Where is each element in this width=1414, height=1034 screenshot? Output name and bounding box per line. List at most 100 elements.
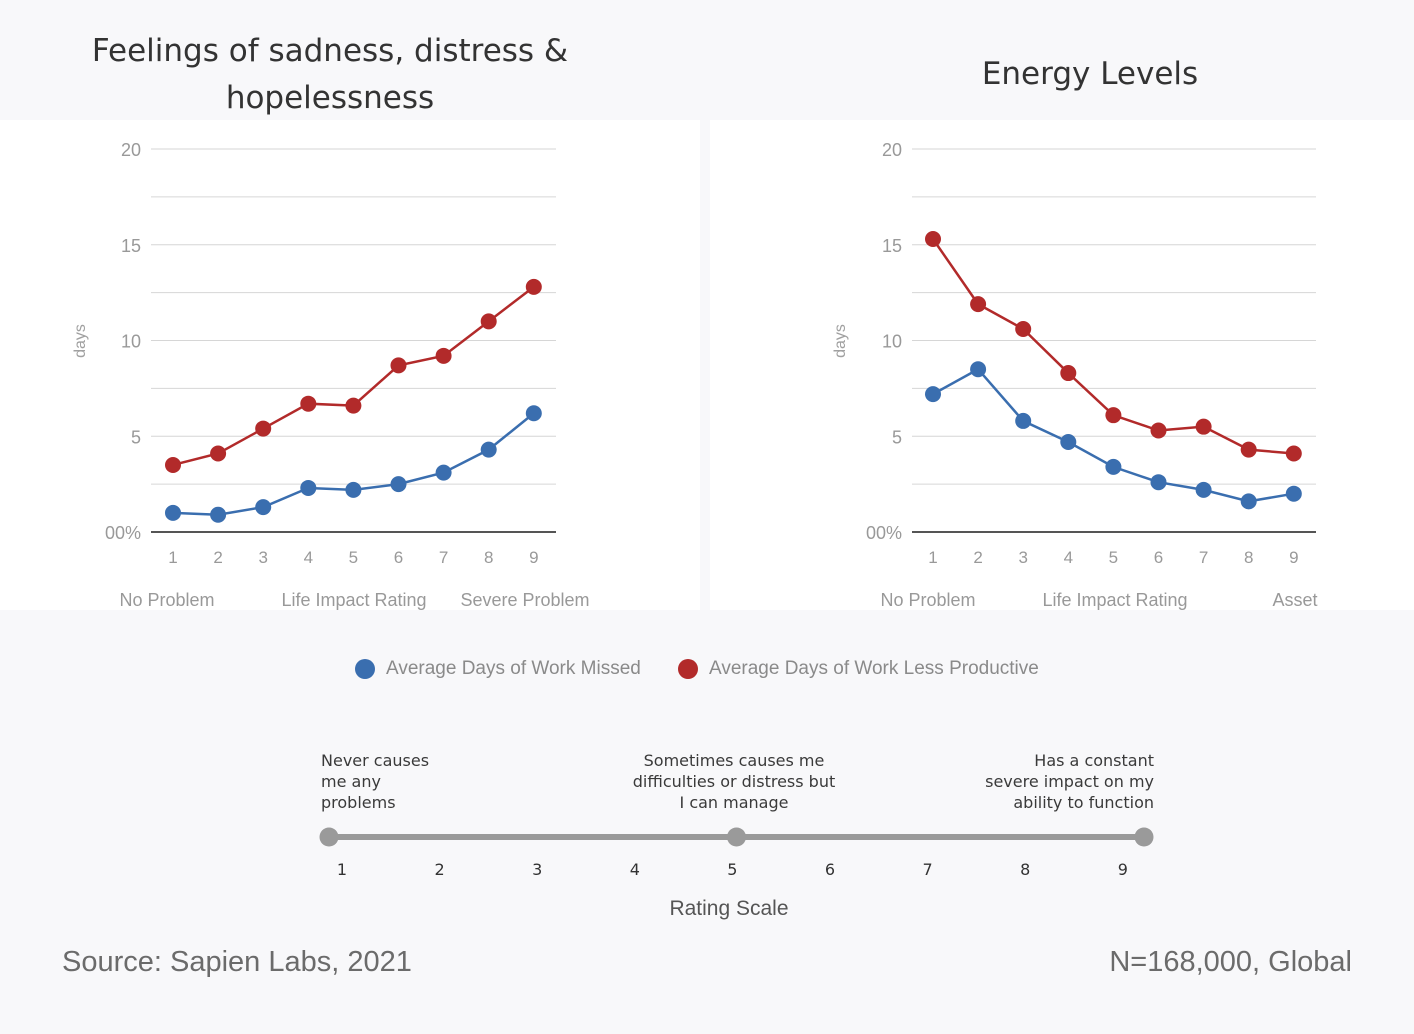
chart1-x-tick-label: 2 bbox=[213, 548, 222, 567]
chart1-x-tick-label: 4 bbox=[304, 548, 313, 567]
chart1-average-days-of-work-missed-point-2 bbox=[210, 506, 227, 523]
legend-item-less-productive: Average Days of Work Less Productive bbox=[678, 654, 1039, 684]
chart2-average-days-of-work-less-productive-point-1 bbox=[925, 231, 941, 248]
rating-scale-tick-label: 5 bbox=[727, 860, 737, 879]
chart2-x-tick-label: 1 bbox=[928, 548, 937, 567]
chart2-x-end-label-left: No Problem bbox=[880, 590, 975, 610]
chart1-y-tick-label: 20 bbox=[121, 140, 141, 160]
chart2-average-days-of-work-missed-line bbox=[932, 367, 1295, 503]
chart2-y-tick-label: 10 bbox=[882, 332, 902, 352]
rating-scale-marker-1 bbox=[319, 827, 339, 847]
chart2-average-days-of-work-missed-point-5 bbox=[1105, 458, 1122, 475]
chart2-average-days-of-work-missed-point-2 bbox=[970, 361, 987, 378]
chart2-average-days-of-work-less-productive-point-9 bbox=[1285, 445, 1302, 462]
chart2-average-days-of-work-missed-point-7 bbox=[1195, 481, 1212, 498]
chart2-average-days-of-work-less-productive-point-5 bbox=[1105, 407, 1122, 424]
chart1-x-tick-label: 1 bbox=[168, 548, 177, 567]
chart1-x-tick-label: 6 bbox=[394, 548, 403, 567]
chart2-average-days-of-work-missed-point-6 bbox=[1150, 474, 1167, 491]
chart1-average-days-of-work-missed-point-8 bbox=[480, 441, 497, 458]
chart2-average-days-of-work-missed-point-8 bbox=[1240, 493, 1257, 510]
chart1-average-days-of-work-missed-point-5 bbox=[345, 481, 362, 498]
chart1-x-tick-label: 7 bbox=[439, 548, 448, 567]
chart2-average-days-of-work-less-productive-point-4 bbox=[1060, 365, 1077, 382]
chart1-average-days-of-work-less-productive-point-1 bbox=[165, 456, 181, 473]
chart2-average-days-of-work-less-productive-point-8 bbox=[1240, 441, 1257, 458]
chart2-average-days-of-work-less-productive-point-6 bbox=[1150, 422, 1167, 439]
rating-scale-tick-label: 6 bbox=[825, 860, 835, 879]
legend: Average Days of Work Missed Average Days… bbox=[0, 654, 1414, 684]
chart1-average-days-of-work-less-productive-point-4 bbox=[300, 395, 317, 412]
chart2-x-end-label-right: Asset bbox=[1272, 590, 1317, 610]
chart2-x-tick-label: 4 bbox=[1064, 548, 1073, 567]
chart1-x-end-label-right: Severe Problem bbox=[460, 590, 589, 610]
chart2-average-days-of-work-missed-point-1 bbox=[925, 386, 941, 403]
chart1-average-days-of-work-less-productive-point-6 bbox=[390, 357, 407, 374]
rating-scale-marker-5 bbox=[727, 827, 746, 847]
chart1-y-tick-label: 00% bbox=[105, 523, 141, 543]
scale-note-high: Has a constant severe impact on my ability… bbox=[985, 751, 1154, 812]
rating-scale-tick-label: 4 bbox=[630, 860, 640, 879]
legend-dot-work-missed bbox=[355, 659, 375, 679]
chart1-average-days-of-work-missed-point-9 bbox=[525, 405, 542, 422]
left-chart-panel bbox=[0, 120, 700, 610]
chart2-average-days-of-work-missed-point-4 bbox=[1060, 433, 1077, 450]
scale-note-mid: Sometimes causes me difficulties or distr… bbox=[632, 751, 836, 812]
sample-note: N=168,000, Global bbox=[1109, 946, 1352, 978]
chart1-average-days-of-work-less-productive-point-2 bbox=[210, 445, 227, 462]
chart2-x-tick-label: 9 bbox=[1289, 548, 1298, 567]
chart2-y-tick-label: 5 bbox=[892, 427, 902, 447]
rating-scale-marker-9 bbox=[1134, 827, 1154, 847]
chart2-y-axis-label: days bbox=[832, 324, 849, 358]
chart1-x-tick-label: 8 bbox=[484, 548, 493, 567]
chart2-average-days-of-work-less-productive-point-7 bbox=[1195, 418, 1212, 435]
chart1-average-days-of-work-missed-point-1 bbox=[165, 504, 181, 521]
chart2-y-tick-label: 00% bbox=[866, 523, 902, 543]
chart2-x-tick-label: 8 bbox=[1244, 548, 1253, 567]
chart2-y-tick-label: 15 bbox=[882, 236, 902, 256]
rating-scale-tick-label: 7 bbox=[923, 860, 933, 879]
chart1-average-days-of-work-missed-line bbox=[172, 412, 535, 517]
chart2-average-days-of-work-less-productive-point-3 bbox=[1015, 321, 1032, 338]
chart1-y-axis-label: days bbox=[72, 324, 89, 358]
chart1-average-days-of-work-less-productive-line bbox=[172, 285, 535, 467]
rating-scale-tick-label: 2 bbox=[435, 860, 445, 879]
chart1-y-tick-label: 5 bbox=[131, 427, 141, 447]
chart1-average-days-of-work-less-productive-point-3 bbox=[255, 420, 272, 437]
rating-scale-tick-label: 8 bbox=[1020, 860, 1030, 879]
right-chart-panel bbox=[710, 120, 1414, 610]
chart1-x-end-label-left: No Problem bbox=[119, 590, 214, 610]
chart1-average-days-of-work-missed-point-7 bbox=[435, 464, 452, 481]
rating-scale-tick-label: 3 bbox=[532, 860, 542, 879]
legend-label-less-productive: Average Days of Work Less Productive bbox=[709, 658, 1039, 679]
chart1-average-days-of-work-less-productive-point-9 bbox=[525, 278, 542, 295]
chart1-x-axis-label: Life Impact Rating bbox=[281, 590, 426, 610]
chart2-x-tick-label: 5 bbox=[1109, 548, 1118, 567]
rating-scale-tick-label: 9 bbox=[1118, 860, 1128, 879]
chart2-x-axis-label: Life Impact Rating bbox=[1042, 590, 1187, 610]
chart2-x-tick-label: 3 bbox=[1018, 548, 1027, 567]
legend-label-work-missed: Average Days of Work Missed bbox=[386, 658, 641, 679]
chart2-average-days-of-work-less-productive-point-2 bbox=[970, 296, 987, 313]
chart1-average-days-of-work-missed-point-4 bbox=[300, 479, 317, 496]
chart1-average-days-of-work-missed-point-6 bbox=[390, 476, 407, 493]
chart-title-sadness: Feelings of sadness, distress & hopeless… bbox=[91, 33, 569, 116]
chart1-average-days-of-work-less-productive-point-5 bbox=[345, 397, 362, 414]
chart2-x-tick-label: 2 bbox=[973, 548, 982, 567]
chart1-average-days-of-work-less-productive-point-7 bbox=[435, 347, 452, 364]
chart2-average-days-of-work-missed-point-3 bbox=[1015, 412, 1032, 429]
chart1-x-tick-label: 9 bbox=[529, 548, 538, 567]
scale-note-low: Never causes me any problems bbox=[321, 751, 430, 812]
chart2-x-tick-label: 7 bbox=[1199, 548, 1208, 567]
chart1-average-days-of-work-less-productive-point-8 bbox=[480, 313, 497, 330]
chart2-x-tick-label: 6 bbox=[1154, 548, 1163, 567]
source-note: Source: Sapien Labs, 2021 bbox=[62, 946, 412, 978]
chart2-average-days-of-work-missed-point-9 bbox=[1285, 485, 1302, 502]
chart1-x-tick-label: 5 bbox=[349, 548, 358, 567]
legend-dot-less-productive bbox=[678, 659, 698, 679]
rating-scale-title: Rating Scale bbox=[669, 897, 788, 920]
chart1-y-tick-label: 10 bbox=[121, 332, 141, 352]
chart2-y-tick-label: 20 bbox=[882, 140, 902, 160]
chart1-average-days-of-work-missed-point-3 bbox=[255, 499, 272, 516]
